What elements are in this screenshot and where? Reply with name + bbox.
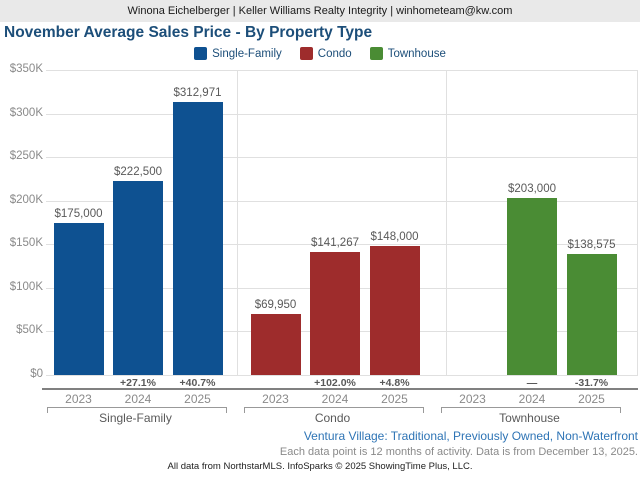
year-label: 2024 [321,392,349,406]
y-axis-tick-label: $150K [9,237,43,250]
group-label: Condo [314,411,351,425]
year-label: 2024 [124,392,152,406]
legend-label: Single-Family [212,47,282,60]
bar-single-family-2024[interactable] [113,181,163,375]
gridline [46,157,638,159]
bar-single-family-2023[interactable] [53,222,104,375]
y-axis-tick-label: $350K [9,63,43,75]
group-label: Single-Family [99,411,172,425]
y-axis-tick-label: $250K [9,150,43,163]
bar-townhouse-2024[interactable] [507,198,557,375]
chart-legend: Single-Family Condo Townhouse [0,47,640,60]
year-label: 2025 [381,392,408,406]
bar-condo-2024[interactable] [310,251,360,375]
pct-change-label: — [526,377,538,389]
group-bracket [243,407,424,413]
pct-change-label: +40.7% [179,377,216,389]
y-axis-tick-label: $200K [9,193,43,206]
group-bracket [46,407,227,413]
header-bar: Winona Eichelberger | Keller Williams Re… [0,0,640,22]
legend-swatch-icon [194,47,208,60]
y-axis-tick-label: $100K [9,280,43,293]
bar-value-label: $138,575 [567,239,616,252]
year-label: 2024 [518,392,546,406]
legend-item-single-family[interactable]: Single-Family [194,47,282,60]
bar-condo-2023[interactable] [250,314,301,375]
bar-value-label: $148,000 [370,231,419,244]
bar-value-label: $222,500 [114,166,162,179]
bar-single-family-2025[interactable] [172,102,223,375]
footer-filter-text: Ventura Village: Traditional, Previously… [303,429,638,443]
year-label: 2025 [578,392,605,406]
gridline [46,200,638,202]
group-label: Townhouse [499,411,560,425]
bar-value-label: $141,267 [311,236,359,249]
group-separator-line [446,70,447,375]
year-label: 2023 [65,392,92,406]
group-separator-line [237,70,238,375]
y-axis-tick-label: $300K [9,106,43,119]
gridline [46,70,638,71]
footer-attribution: All data from NorthstarMLS. InfoSparks ©… [167,461,473,472]
footer-data-note: Each data point is 12 months of activity… [279,446,638,458]
legend-label: Condo [317,47,352,60]
year-label: 2023 [459,392,486,406]
gridline [46,244,638,246]
bar-condo-2025[interactable] [369,246,420,375]
legend-swatch-icon [299,47,313,60]
agent-info-text: Winona Eichelberger | Keller Williams Re… [127,5,513,17]
legend-label: Townhouse [387,47,446,60]
page-title: November Average Sales Price - By Proper… [4,24,373,41]
pct-change-label: +27.1% [120,377,156,389]
pct-change-label: +102.0% [314,377,356,389]
bar-value-label: $175,000 [54,207,103,220]
y-axis-tick-label: $0 [30,368,43,380]
gridline [46,375,638,376]
legend-item-townhouse[interactable]: Townhouse [369,47,446,60]
bar-value-label: $69,950 [254,299,297,312]
pct-change-label: -31.7% [574,377,609,389]
pct-change-label: +4.8% [379,377,410,389]
y-axis-tick-label: $50K [16,324,43,337]
gridline [46,113,638,115]
legend-swatch-icon [369,47,383,60]
x-axis-line [42,388,638,390]
bar-townhouse-2025[interactable] [566,254,617,375]
year-label: 2023 [262,392,289,406]
group-bracket [440,407,621,413]
group-separator-line [637,70,638,375]
bar-value-label: $312,971 [173,87,222,100]
legend-item-condo[interactable]: Condo [299,47,352,60]
year-label: 2025 [184,392,211,406]
bar-value-label: $203,000 [508,183,556,196]
